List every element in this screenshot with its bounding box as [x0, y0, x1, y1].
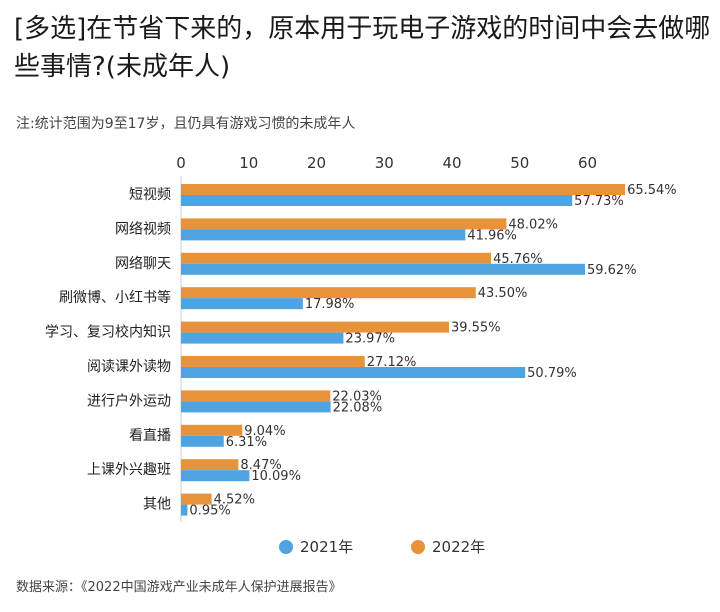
- category-label: 进行户外运动: [87, 392, 171, 409]
- data-label: 50.79%: [527, 366, 577, 381]
- data-label: 27.12%: [367, 355, 417, 370]
- data-label: 6.31%: [226, 435, 267, 450]
- x-tick-label: 60: [578, 154, 597, 172]
- category-label: 刷微博、小红书等: [59, 289, 171, 306]
- bar-2022: [181, 493, 212, 505]
- bar-2021: [181, 298, 303, 310]
- x-tick-label: 30: [375, 154, 394, 172]
- x-tick-label: 10: [239, 154, 258, 172]
- x-tick-label: 20: [307, 154, 326, 172]
- category-label: 上课外兴趣班: [87, 462, 171, 478]
- data-label: 43.50%: [478, 286, 528, 301]
- bar-2022: [181, 321, 449, 333]
- data-source: 数据来源：《2022中国游戏产业未成年人保护进展报告》: [16, 580, 342, 595]
- bar-2021: [181, 401, 331, 413]
- bar-2022: [181, 252, 492, 264]
- data-label: 10.09%: [251, 469, 301, 484]
- bar-2021: [181, 470, 250, 482]
- category-label: 其他: [143, 497, 171, 513]
- data-label: 22.03%: [332, 389, 382, 404]
- legend-marker: [279, 540, 293, 554]
- legend-marker: [411, 540, 425, 554]
- data-label: 23.97%: [345, 332, 395, 347]
- data-label: 22.08%: [333, 400, 383, 415]
- x-tick-label: 0: [176, 154, 186, 172]
- chart-title: [多选]在节省下来的，原本用于玩电子游戏的时间中会去做哪些事情?(未成年人): [14, 14, 711, 82]
- data-label: 45.76%: [493, 252, 543, 267]
- data-label: 4.52%: [214, 493, 255, 508]
- bar-2022: [181, 390, 331, 402]
- bar-2022: [181, 459, 239, 471]
- data-label: 9.04%: [244, 424, 285, 439]
- category-label: 网络聊天: [115, 256, 171, 272]
- bar-2021: [181, 332, 344, 344]
- bar-2021: [181, 367, 526, 378]
- bar-2021: [181, 195, 573, 206]
- x-tick-label: 50: [510, 154, 529, 172]
- category-label: 学习、复习校内知识: [45, 324, 171, 341]
- legend-label: 2022年: [432, 538, 485, 556]
- data-label: 39.55%: [451, 321, 501, 336]
- bar-2021: [181, 229, 466, 241]
- chart-note: 注:统计范围为9至17岁，且仍具有游戏习惯的未成年人: [16, 116, 356, 132]
- legend-label: 2021年: [300, 538, 353, 556]
- bar-2022: [181, 356, 365, 367]
- bar-2022: [181, 218, 507, 230]
- category-label: 短视频: [129, 187, 171, 203]
- data-label: 57.73%: [574, 194, 624, 209]
- data-label: 0.95%: [189, 504, 230, 519]
- data-label: 17.98%: [305, 297, 355, 312]
- data-label: 41.96%: [467, 228, 517, 243]
- category-label: 网络视频: [115, 221, 171, 237]
- bar-2022: [181, 184, 626, 195]
- bar-2021: [181, 504, 188, 516]
- data-label: 8.47%: [240, 458, 281, 473]
- category-label: 阅读课外读物: [87, 358, 171, 375]
- data-label: 59.62%: [587, 263, 637, 278]
- data-label: 48.02%: [508, 217, 558, 232]
- x-tick-label: 40: [442, 154, 461, 172]
- bar-2022: [181, 424, 243, 436]
- bar-2022: [181, 287, 476, 299]
- data-label: 65.54%: [627, 183, 677, 198]
- category-label: 看直播: [129, 427, 171, 444]
- bar-2021: [181, 435, 224, 447]
- bar-2021: [181, 263, 585, 275]
